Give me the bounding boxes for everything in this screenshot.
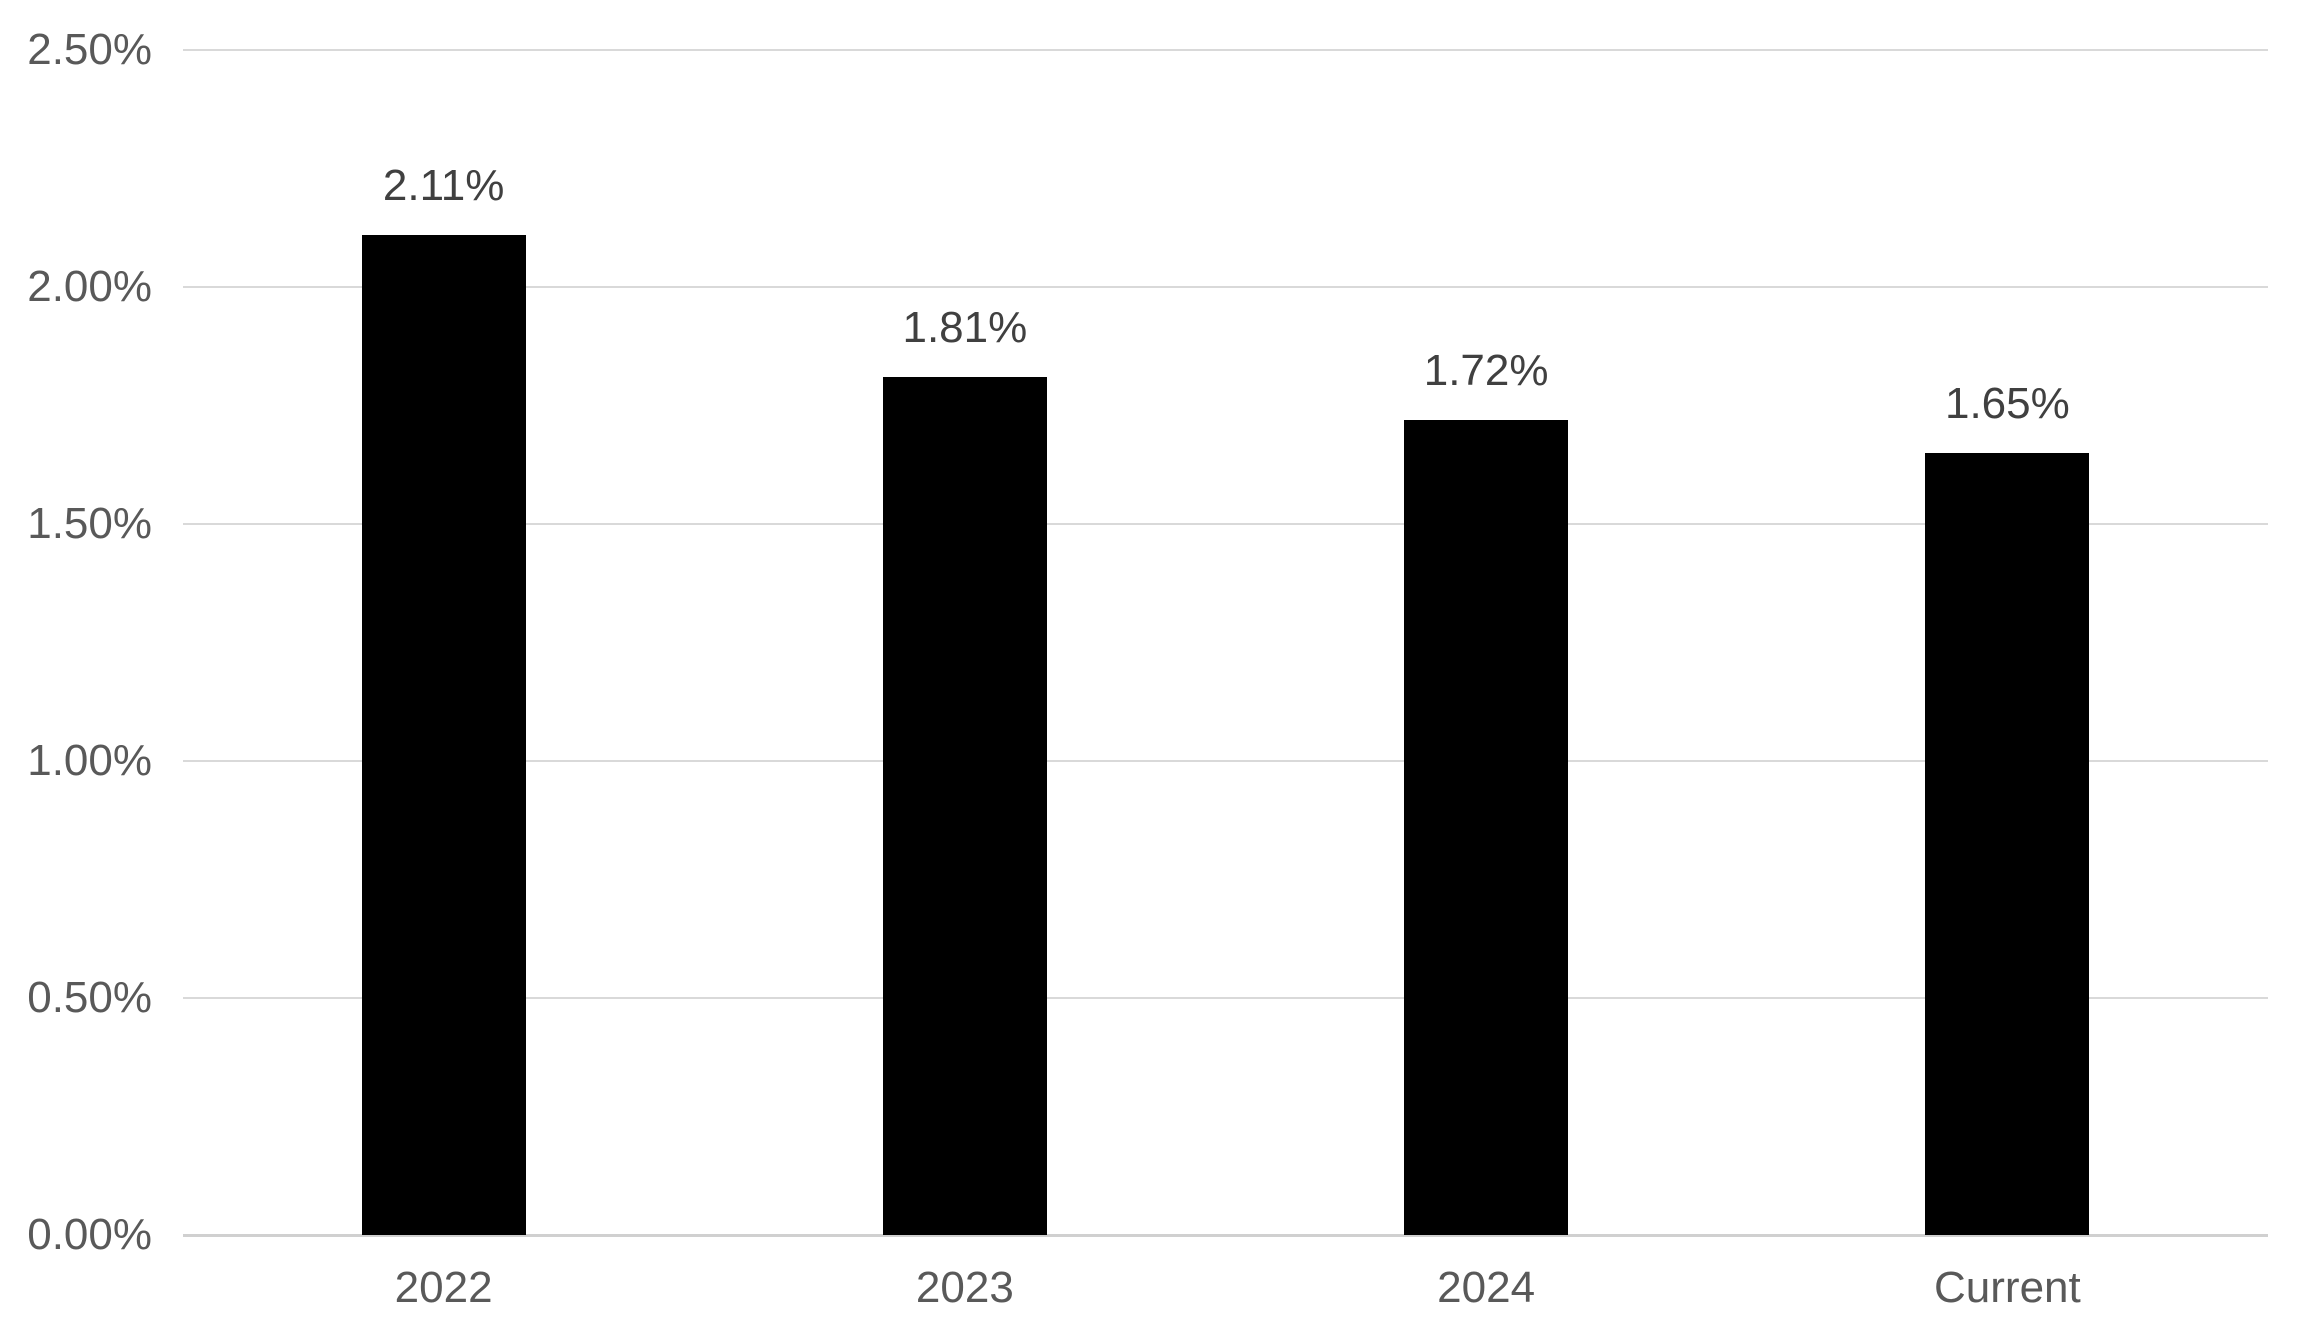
x-axis-category-label: Current xyxy=(1934,1263,2081,1312)
bar xyxy=(1404,419,1569,1235)
y-axis-tick-label: 2.00% xyxy=(27,262,152,311)
bar-value-label: 1.65% xyxy=(1944,378,2070,428)
x-axis-category-label: 2022 xyxy=(394,1263,493,1312)
x-axis-category-label: 2023 xyxy=(915,1263,1014,1312)
y-axis-tick-label: 1.00% xyxy=(27,736,152,785)
x-axis-category-label: 2024 xyxy=(1437,1263,1536,1312)
bar-value-label: 2.11% xyxy=(382,160,505,210)
bar-value-label: 1.81% xyxy=(902,303,1028,353)
y-axis-tick-label: 0.50% xyxy=(27,973,152,1022)
bar-value-label: 1.72% xyxy=(1423,345,1549,395)
gridline xyxy=(183,49,2268,51)
y-axis-tick-label: 2.50% xyxy=(27,25,152,74)
bar xyxy=(882,377,1047,1235)
y-axis-tick-label: 1.50% xyxy=(27,499,152,548)
bar xyxy=(1925,452,2090,1235)
y-axis-tick-label: 0.00% xyxy=(27,1210,152,1259)
bar xyxy=(361,234,526,1235)
